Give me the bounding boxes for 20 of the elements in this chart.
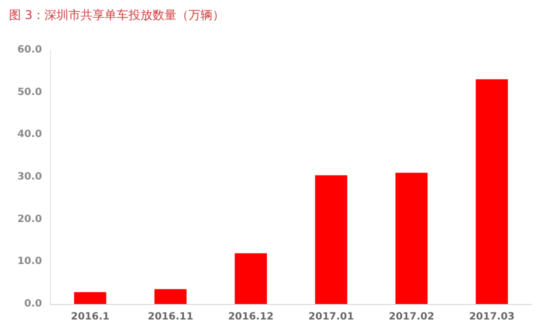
bar <box>395 172 428 304</box>
x-tick-label: 2016.12 <box>228 312 274 322</box>
x-tick-label: 2017.02 <box>388 312 434 322</box>
y-tick-label: 60.0 <box>17 44 42 56</box>
chart-title: 图 3：深圳市共享单车投放数量（万辆） <box>9 8 224 22</box>
bar <box>74 292 106 304</box>
bar <box>154 289 187 304</box>
x-tick-label: 2016.1 <box>70 312 110 322</box>
bar <box>234 253 267 304</box>
x-tick-label: 2016.11 <box>148 312 194 322</box>
y-tick-label: 50.0 <box>17 86 42 98</box>
y-tick-label: 20.0 <box>17 214 42 225</box>
x-tick-label: 2017.01 <box>308 312 354 322</box>
bar <box>315 175 348 304</box>
y-tick-label: 40.0 <box>17 129 42 140</box>
y-tick-label: 30.0 <box>17 172 42 182</box>
y-tick-label: 0.0 <box>24 298 42 310</box>
bar <box>476 79 508 304</box>
y-tick-label: 10.0 <box>17 256 42 268</box>
x-tick-label: 2017.03 <box>469 312 515 322</box>
